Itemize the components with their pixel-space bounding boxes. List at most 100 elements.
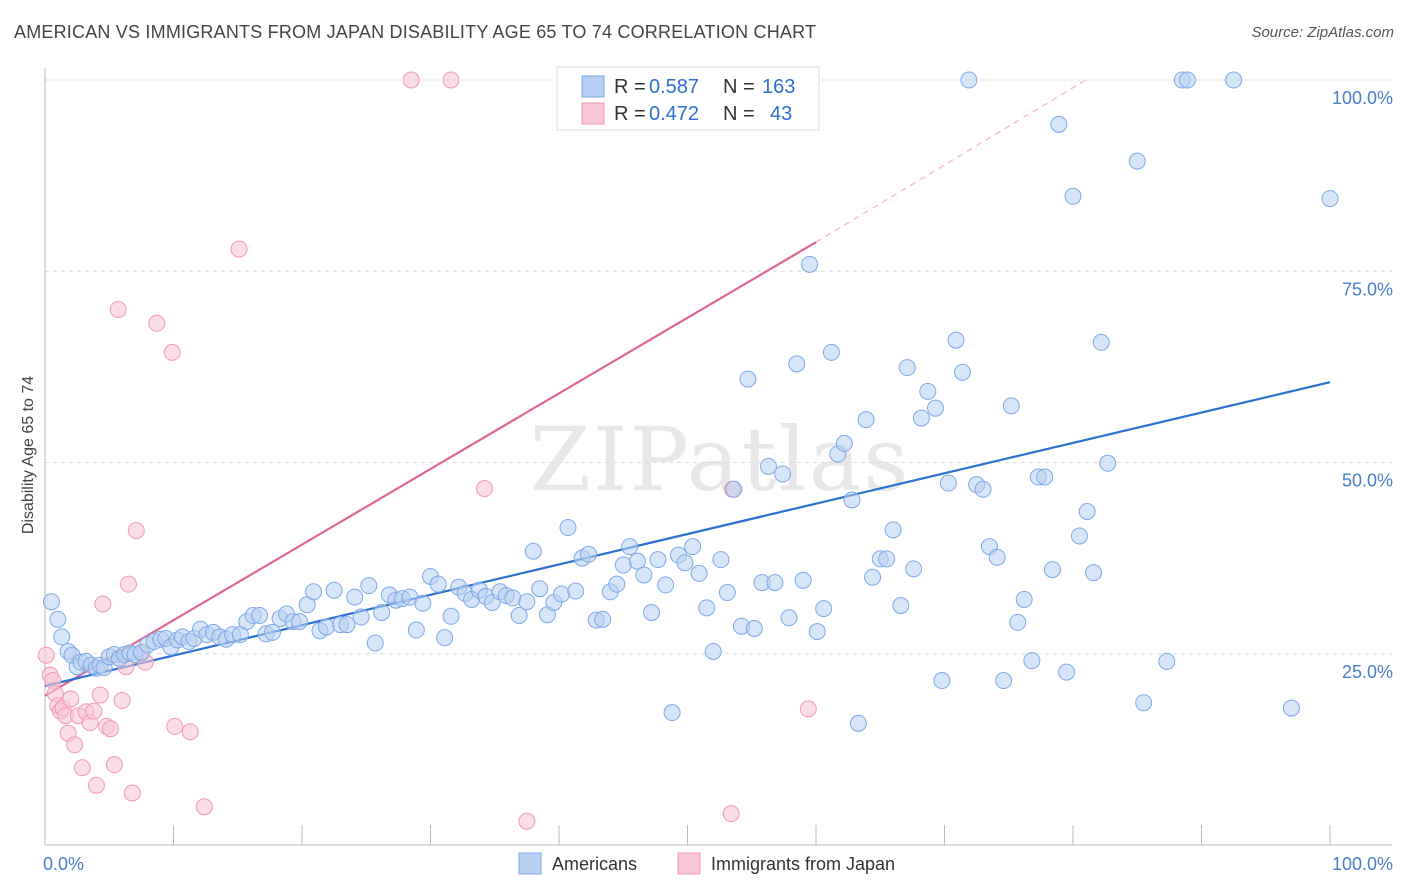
point-americans <box>759 457 777 475</box>
point-americans <box>338 616 356 634</box>
point-americans <box>621 538 639 556</box>
y-axis-label: Disability Age 65 to 74 <box>20 376 37 534</box>
point-americans <box>912 409 930 427</box>
point-americans <box>698 599 716 617</box>
point-americans <box>531 580 549 598</box>
point-japan <box>442 71 460 89</box>
legend-n-label-2: N = <box>723 103 755 125</box>
point-japan <box>148 314 166 332</box>
point-americans <box>436 629 454 647</box>
point-japan <box>91 686 109 704</box>
point-americans <box>429 575 447 593</box>
point-americans <box>657 576 675 594</box>
point-japan <box>518 812 536 830</box>
point-americans <box>835 434 853 452</box>
point-japan <box>109 301 127 318</box>
point-japan <box>87 776 105 794</box>
legend-swatch-americans-bottom <box>518 852 542 875</box>
point-americans <box>794 571 812 589</box>
point-japan <box>94 595 112 613</box>
point-americans <box>407 621 425 639</box>
point-americans <box>251 607 269 624</box>
point-japan <box>102 720 120 738</box>
point-americans <box>960 71 978 89</box>
point-americans <box>567 582 585 600</box>
point-americans <box>305 583 323 601</box>
point-americans <box>263 623 281 641</box>
point-americans <box>774 465 792 483</box>
point-americans <box>988 548 1006 566</box>
point-americans <box>684 538 702 556</box>
legend-label-americans: Americans <box>552 854 637 874</box>
point-americans <box>892 597 910 615</box>
point-americans <box>290 613 308 631</box>
point-americans <box>360 577 378 595</box>
point-americans <box>704 642 722 660</box>
point-americans <box>1135 694 1153 712</box>
point-americans <box>1128 152 1146 170</box>
x-tick-label: 100.0% <box>1332 854 1393 874</box>
point-americans <box>878 550 896 568</box>
trendline-japan-extension <box>815 79 1087 243</box>
point-americans <box>1099 454 1117 472</box>
point-americans <box>1023 652 1041 670</box>
point-japan <box>230 240 248 258</box>
point-americans <box>780 609 798 627</box>
point-americans <box>608 575 626 593</box>
point-americans <box>801 255 819 273</box>
point-americans <box>1092 333 1110 351</box>
point-americans <box>1178 71 1196 89</box>
legend-n-value-1: 163 <box>762 76 795 98</box>
point-japan <box>113 691 131 709</box>
point-americans <box>884 521 902 539</box>
point-japan <box>166 717 184 735</box>
point-americans <box>718 584 736 602</box>
point-americans <box>373 603 391 621</box>
point-japan <box>105 756 123 774</box>
point-americans <box>864 568 882 586</box>
point-americans <box>1085 564 1103 582</box>
point-americans <box>1321 190 1339 208</box>
point-americans <box>53 628 71 646</box>
point-japan <box>127 522 145 540</box>
point-americans <box>643 603 661 621</box>
point-japan <box>120 575 138 593</box>
point-americans <box>580 545 598 563</box>
point-americans <box>628 552 646 570</box>
point-americans <box>933 672 951 690</box>
point-americans <box>808 623 826 641</box>
legend-r-label-1: R = <box>614 76 646 98</box>
y-tick-label: 100.0% <box>1332 88 1393 108</box>
point-japan <box>123 784 141 802</box>
point-americans <box>42 593 60 611</box>
point-americans <box>504 589 522 607</box>
series-legend: Americans Immigrants from Japan <box>518 852 895 875</box>
point-americans <box>857 411 875 429</box>
point-americans <box>510 607 528 624</box>
legend-r-value-2: 0.472 <box>649 103 699 125</box>
point-americans <box>518 593 536 611</box>
point-americans <box>649 551 667 569</box>
point-americans <box>559 519 577 537</box>
point-americans <box>739 370 757 388</box>
point-japan <box>799 700 817 718</box>
point-americans <box>919 382 937 400</box>
legend-r-value-1: 0.587 <box>649 76 699 98</box>
legend-swatch-japan <box>581 102 605 125</box>
point-americans <box>712 551 730 569</box>
point-japan <box>73 759 91 777</box>
point-japan <box>402 71 420 89</box>
watermark: ZIPatlas <box>530 408 911 511</box>
point-americans <box>352 608 370 626</box>
point-americans <box>1158 652 1176 670</box>
point-americans <box>442 607 460 625</box>
legend-n-value-2: 43 <box>770 103 792 125</box>
legend-label-japan: Immigrants from Japan <box>711 854 895 874</box>
point-americans <box>815 600 833 618</box>
point-americans <box>1043 561 1061 579</box>
point-americans <box>1002 397 1020 415</box>
point-americans <box>553 585 571 603</box>
point-americans <box>953 363 971 381</box>
point-americans <box>898 359 916 377</box>
point-americans <box>1009 613 1027 631</box>
